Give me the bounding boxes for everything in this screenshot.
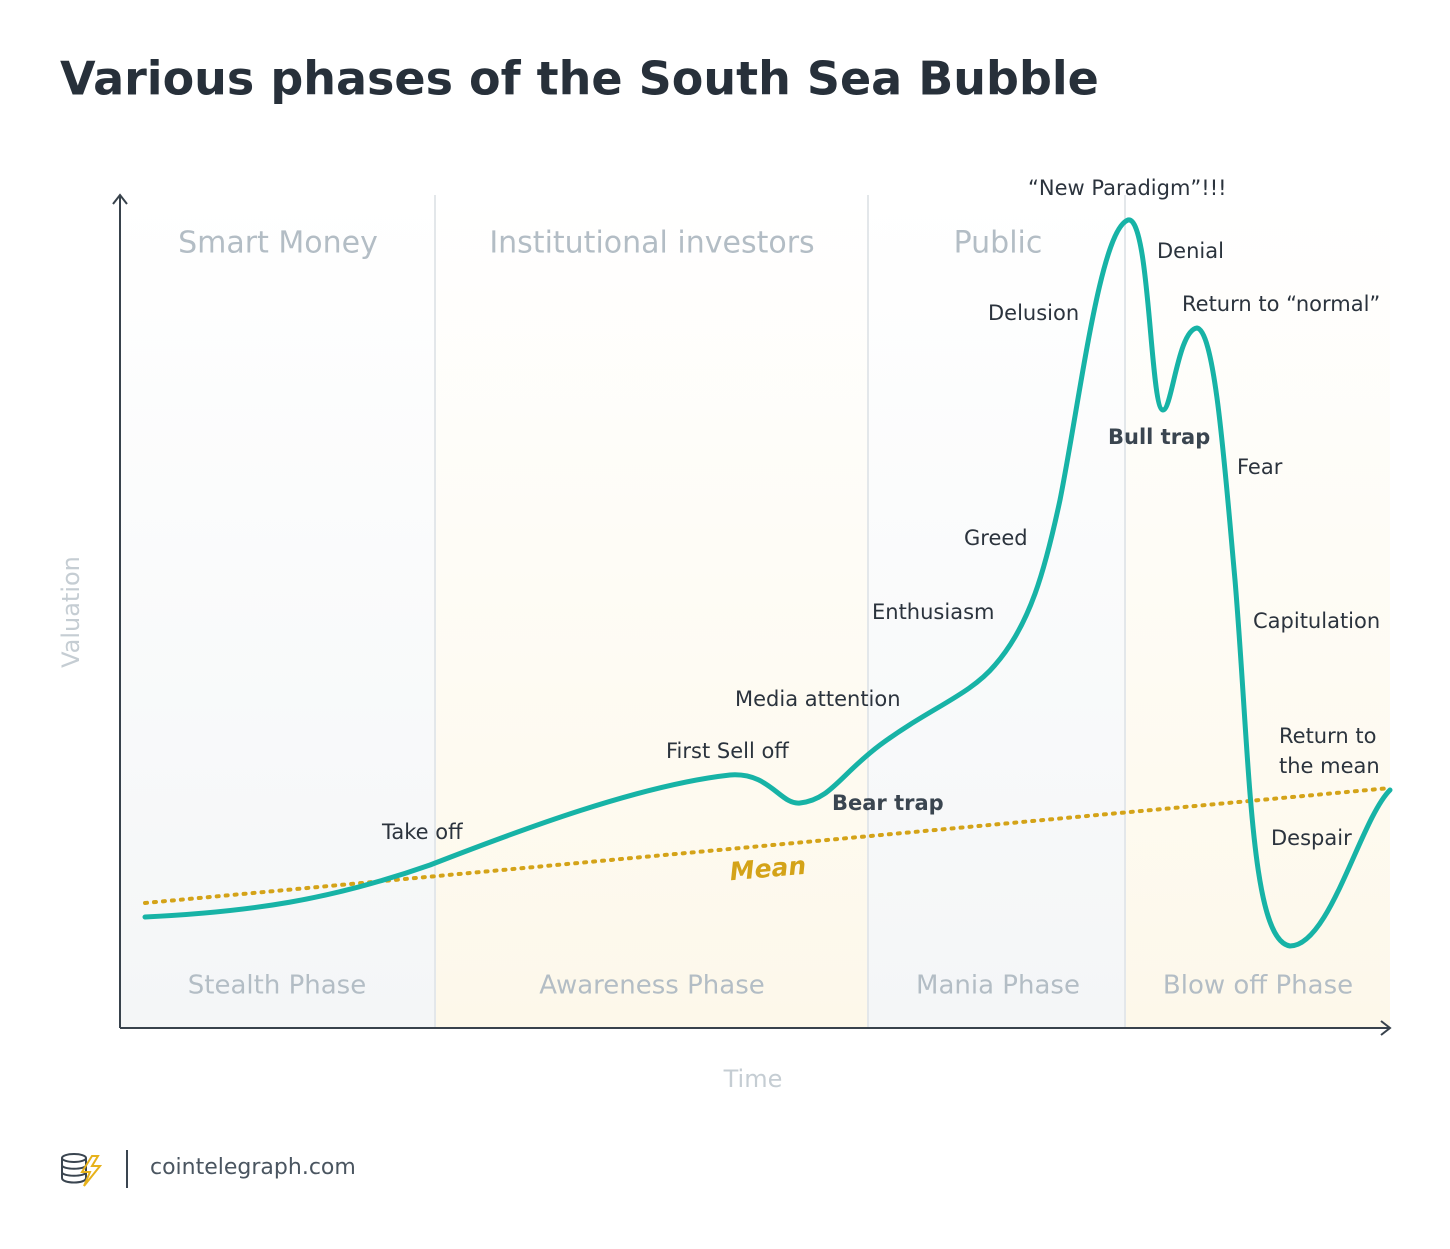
band [868, 195, 1125, 1028]
annotation: Bear trap [832, 791, 944, 815]
annotation: Return to [1279, 724, 1376, 748]
annotation: the mean [1279, 754, 1380, 778]
annotation: Enthusiasm [872, 600, 994, 624]
phase-label: Mania Phase [916, 971, 1080, 1001]
annotation: Fear [1237, 455, 1283, 479]
title: Various phases of the South Sea Bubble [60, 52, 1099, 106]
investor-label: Institutional investors [489, 226, 814, 261]
annotation: Capitulation [1253, 609, 1380, 633]
mean-line [143, 786, 1392, 905]
annotation: Media attention [735, 687, 901, 711]
axes [112, 193, 1392, 1036]
annotation: Denial [1157, 239, 1224, 263]
y-axis-label: Valuation [57, 556, 85, 668]
annotation: Greed [964, 526, 1028, 550]
annotation: Despair [1271, 826, 1352, 850]
band [435, 195, 868, 1028]
investor-label: Smart Money [178, 226, 378, 261]
logo [61, 1153, 103, 1187]
annotation: Bull trap [1108, 425, 1210, 449]
phase-label: Blow off Phase [1163, 971, 1353, 1001]
brand: cointelegraph.com [150, 1155, 356, 1180]
annotation: “New Paradigm”!!! [1028, 176, 1227, 200]
annotation: Take off [381, 820, 463, 844]
curve [142, 217, 1393, 949]
x-axis-label: Time [723, 1065, 783, 1093]
annotation: Return to “normal” [1182, 292, 1380, 316]
band [1125, 195, 1390, 1028]
phase-label: Stealth Phase [188, 971, 366, 1001]
mean-label: Mean [728, 851, 807, 887]
annotation: First Sell off [666, 739, 789, 763]
phase-label: Awareness Phase [539, 971, 765, 1001]
band [120, 195, 435, 1028]
investor-label: Public [954, 226, 1043, 261]
annotation: Delusion [988, 301, 1079, 325]
